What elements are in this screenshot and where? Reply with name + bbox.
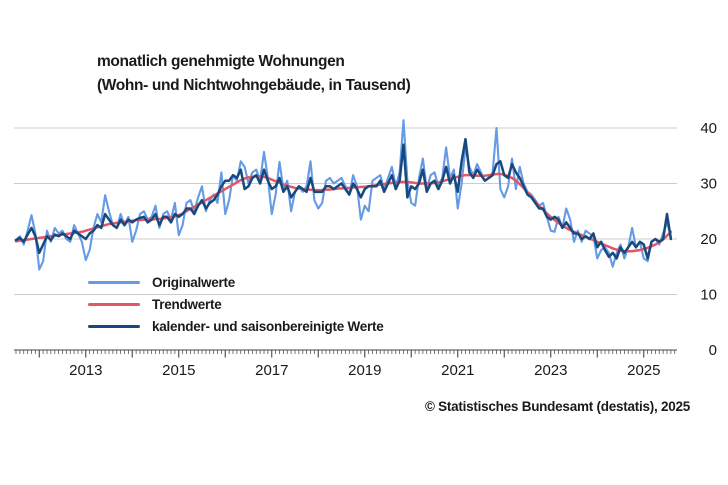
legend-label-trendwerte: Trendwerte [152, 296, 222, 312]
legend-item-trendwerte: Trendwerte [88, 293, 384, 315]
x-axis-year-label: 2023 [534, 362, 567, 379]
y-axis-value-label: 0 [709, 342, 717, 359]
series-saisonbereinigte-werte [14, 137, 673, 260]
x-axis-year-label: 2021 [441, 362, 474, 379]
legend-label-originalwerte: Originalwerte [152, 274, 236, 290]
x-axis-year-label: 2017 [255, 362, 288, 379]
x-axis-year-label: 2015 [162, 362, 195, 379]
chart-title-line2: (Wohn- und Nichtwohngebäude, in Tausend) [97, 77, 411, 94]
chart-title-line1: monatlich genehmigte Wohnungen [97, 53, 345, 70]
legend-swatch-originalwerte-icon [88, 280, 140, 284]
x-axis-year-label: 2025 [627, 362, 660, 379]
source-credit: © Statistisches Bundesamt (destatis), 20… [424, 399, 690, 414]
y-axis-value-label: 20 [700, 231, 717, 248]
legend-item-saisonbereinigt: kalender- und saisonbereinigte Werte [88, 315, 384, 337]
y-axis-value-label: 30 [700, 176, 717, 193]
legend-item-originalwerte: Originalwerte [88, 271, 384, 293]
legend-swatch-saisonbereinigt-icon [88, 324, 140, 328]
x-axis-year-label: 2019 [348, 362, 381, 379]
legend-label-saisonbereinigt: kalender- und saisonbereinigte Werte [152, 318, 384, 334]
chart-legend: Originalwerte Trendwerte kalender- und s… [88, 271, 384, 337]
y-axis-value-label: 40 [700, 120, 717, 137]
chart-title: monatlich genehmigte Wohnungen (Wohn- un… [97, 50, 411, 98]
y-axis-value-label: 10 [700, 287, 717, 304]
legend-swatch-trendwerte-icon [88, 302, 140, 306]
series-originalwerte [14, 119, 672, 271]
x-axis-year-label: 2013 [69, 362, 102, 379]
